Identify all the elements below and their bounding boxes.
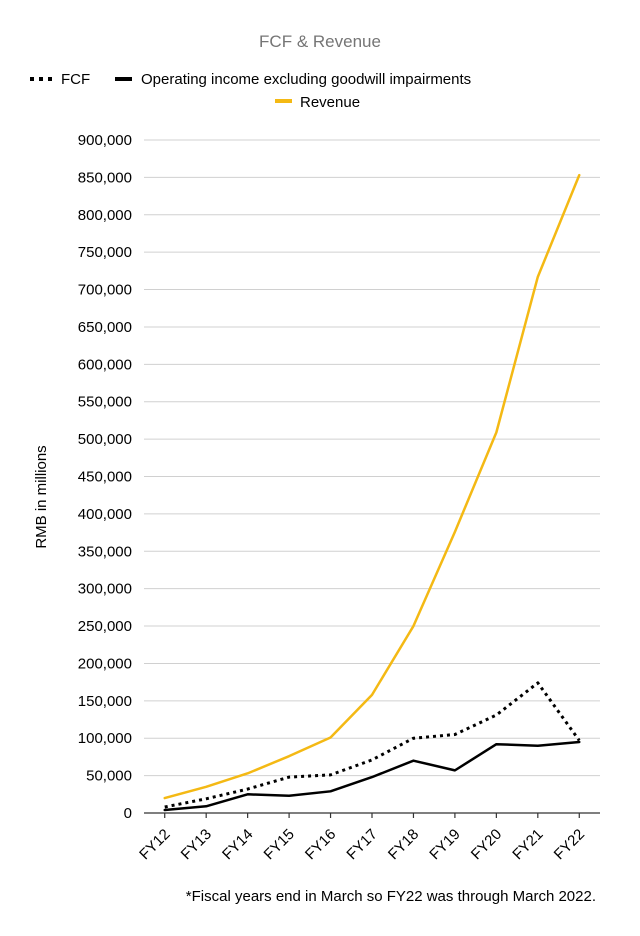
y-axis-title: RMB in millions bbox=[33, 445, 50, 548]
x-tick-label: FY13 bbox=[178, 826, 215, 863]
y-tick-label: 450,000 bbox=[78, 469, 132, 486]
y-tick-label: 350,000 bbox=[78, 543, 132, 560]
y-tick-label: 150,000 bbox=[78, 693, 132, 710]
x-tick-label: FY22 bbox=[551, 826, 588, 863]
y-tick-label: 100,000 bbox=[78, 730, 132, 747]
x-tick-label: FY17 bbox=[343, 826, 380, 863]
legend: FCF Operating income excluding goodwill … bbox=[30, 71, 471, 111]
gridlines bbox=[144, 139, 600, 814]
x-tick-label: FY12 bbox=[136, 826, 173, 863]
series-line-operating bbox=[163, 740, 581, 812]
y-tick-label: 550,000 bbox=[78, 394, 132, 411]
footnote: *Fiscal years end in March so FY22 was t… bbox=[186, 888, 596, 905]
chart-title: FCF & Revenue bbox=[259, 32, 381, 51]
y-tick-label: 400,000 bbox=[78, 506, 132, 523]
x-tick-label: FY15 bbox=[261, 826, 298, 863]
y-tick-label: 900,000 bbox=[78, 132, 132, 149]
y-tick-label: 50,000 bbox=[86, 768, 132, 785]
y-tick-label: 500,000 bbox=[78, 431, 132, 448]
y-tick-label: 750,000 bbox=[78, 244, 132, 261]
x-axis-ticks: FY12 FY13 FY14 FY15 FY16 FY17 FY18 FY19 FY20 FY21… bbox=[136, 813, 588, 863]
y-tick-label: 250,000 bbox=[78, 618, 132, 635]
y-tick-label: 0 bbox=[124, 805, 132, 822]
x-tick-label: FY16 bbox=[302, 826, 339, 863]
y-tick-label: 850,000 bbox=[78, 169, 132, 186]
y-tick-label: 650,000 bbox=[78, 319, 132, 336]
y-tick-label: 300,000 bbox=[78, 581, 132, 598]
x-tick-label: FY20 bbox=[468, 826, 505, 863]
y-tick-label: 600,000 bbox=[78, 356, 132, 373]
series-line-fcf bbox=[164, 681, 581, 809]
y-tick-label: 700,000 bbox=[78, 282, 132, 299]
x-tick-label: FY19 bbox=[426, 826, 463, 863]
series-lines bbox=[163, 173, 581, 812]
series-line-revenue bbox=[163, 173, 581, 800]
x-tick-label: FY18 bbox=[385, 826, 422, 863]
y-tick-label: 800,000 bbox=[78, 207, 132, 224]
legend-label-fcf: FCF bbox=[61, 71, 90, 88]
y-axis-ticks: 0 50,000 100,000 150,000 200,000 250,000 300,0… bbox=[78, 132, 132, 822]
x-tick-label: FY14 bbox=[219, 826, 256, 863]
y-tick-label: 200,000 bbox=[78, 655, 132, 672]
x-tick-label: FY21 bbox=[509, 826, 546, 863]
legend-label-revenue: Revenue bbox=[300, 94, 360, 111]
legend-label-operating-income: Operating income excluding goodwill impa… bbox=[141, 71, 471, 88]
